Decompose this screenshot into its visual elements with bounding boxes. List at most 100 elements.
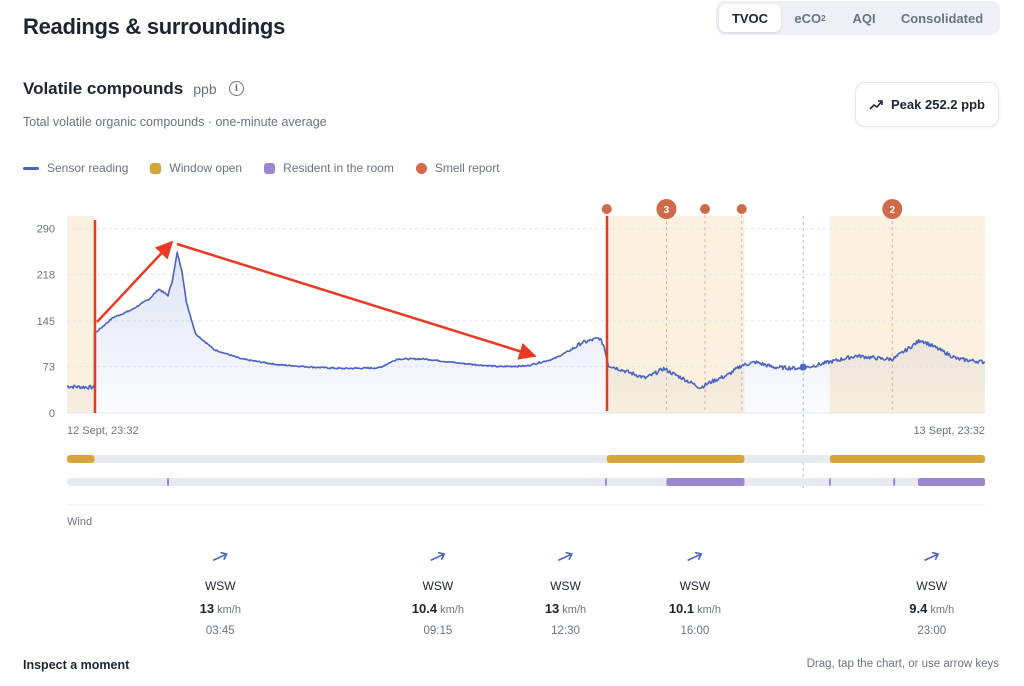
legend-sensor-reading[interactable]: Sensor reading [23, 161, 128, 175]
inspect-hint: Drag, tap the chart, or use arrow keys [806, 658, 999, 670]
wind-speed-value: 13 [545, 601, 559, 616]
sensor-area [67, 252, 985, 413]
wind-direction: WSW [680, 579, 711, 593]
wind-speed-unit: km/h [440, 604, 464, 616]
x-start-label: 12 Sept, 23:32 [67, 425, 139, 437]
wind-arrow-head [931, 551, 940, 561]
resident-segment [666, 478, 745, 486]
window-open-segment [67, 455, 95, 463]
wind-time: 03:45 [206, 625, 235, 637]
page-title: Readings & surroundings [23, 14, 286, 39]
window-open-segment [829, 455, 985, 463]
wind-speed-value: 10.4 [412, 601, 438, 616]
wind-arrow-icon [924, 551, 940, 562]
wind-direction: WSW [205, 579, 236, 593]
tab-consolidated[interactable]: Consolidated [900, 10, 984, 26]
wind-arrow-icon [430, 551, 446, 562]
wind-direction: WSW [550, 579, 581, 593]
legend-smell-report[interactable]: Smell report [415, 161, 500, 175]
section-title-text: Volatile compounds [23, 79, 184, 98]
wind-arrow-head [437, 551, 446, 561]
legend-label: Smell report [434, 161, 500, 175]
tab-aqi[interactable]: AQI [852, 10, 876, 26]
sensor-line [66, 251, 985, 390]
resident-segment [917, 478, 985, 486]
tvoc-chart[interactable]: 0 73 145 218 290 3 2 12 Sept, 23:32 13 Sept, 23:… [0, 195, 1024, 650]
legend-window-open[interactable]: Window open [150, 161, 242, 175]
wind-direction: WSW [916, 579, 947, 593]
y-tick-label: 73 [43, 362, 55, 374]
wind-label: Wind [67, 516, 92, 528]
wind-arrow-head [565, 551, 573, 561]
y-tick-label: 0 [49, 408, 55, 420]
x-end-label: 13 Sept, 23:32 [913, 425, 985, 437]
window-open-segment [606, 455, 745, 463]
wind-speed: 9.4 km/h [909, 601, 954, 616]
tab-tvoc[interactable]: TVOC [719, 4, 781, 32]
wind-speed-value: 9.4 [909, 601, 928, 616]
inspect-heading: Inspect a moment [23, 658, 130, 672]
resident-segment [893, 478, 896, 486]
resident-track [67, 478, 985, 486]
legend-label: Sensor reading [47, 161, 129, 175]
cursor-point [799, 363, 807, 371]
peak-button[interactable]: Peak 252.2 ppb [855, 82, 999, 127]
smell-report-count: 3 [664, 205, 670, 216]
window-open-band [67, 216, 95, 413]
smell-report-dot [601, 204, 612, 214]
wind-direction: WSW [423, 579, 454, 593]
wind-arrow-shaft [924, 553, 939, 562]
y-tick-label: 145 [37, 316, 55, 328]
wind-speed-value: 10.1 [669, 601, 694, 616]
legend-box-swatch [264, 162, 276, 174]
resident-segment [828, 478, 831, 486]
wind-speed: 10.1 km/h [669, 601, 721, 616]
wind-speed: 10.4 km/h [412, 601, 464, 616]
wind-arrow-icon [212, 551, 228, 562]
wind-time: 23:00 [917, 625, 946, 637]
wind-arrow-icon [557, 551, 573, 562]
wind-arrow-shaft [430, 553, 445, 562]
metric-tabs: TVOC eCO 2 AQI Consolidated [716, 1, 1000, 35]
wind-speed-value: 13 [200, 601, 214, 616]
info-icon[interactable]: i [229, 81, 244, 96]
y-tick-label: 218 [37, 269, 55, 281]
tab-eco2-sub: 2 [821, 13, 826, 23]
wind-speed: 13 km/h [545, 601, 586, 616]
smell-report-count: 2 [890, 205, 896, 216]
section-title: Volatile compounds ppb [23, 79, 217, 99]
smell-report-cluster [656, 199, 677, 219]
legend-box-swatch [150, 162, 162, 174]
resident-segment [604, 478, 607, 486]
wind-arrow-shaft [557, 553, 573, 562]
smell-report-dot [700, 204, 711, 214]
wind-time: 12:30 [551, 625, 580, 637]
wind-arrow-head [220, 551, 228, 561]
wind-speed-unit: km/h [562, 604, 586, 616]
wind-arrow-icon [687, 551, 703, 562]
legend-resident[interactable]: Resident in the room [264, 161, 394, 175]
tab-eco2-label: eCO [794, 10, 822, 26]
wind-speed: 13 km/h [200, 601, 241, 616]
trend-up-icon [869, 99, 883, 110]
smell-report-dot [736, 204, 747, 214]
tab-eco2[interactable]: eCO 2 [781, 4, 839, 32]
wind-arrow-head [694, 551, 703, 561]
wind-arrow-shaft [212, 553, 227, 562]
wind-time: 09:15 [423, 625, 452, 637]
peak-label: Peak 252.2 ppb [891, 97, 985, 112]
unit-label: ppb [193, 81, 217, 97]
wind-speed-unit: km/h [930, 604, 954, 616]
chart-legend: Sensor reading Window open Resident in t… [23, 161, 522, 175]
section-subtitle: Total volatile organic compounds · one-m… [23, 115, 327, 129]
legend-line-swatch [23, 166, 39, 170]
annotation-arrow [96, 240, 174, 323]
wind-speed-unit: km/h [217, 604, 241, 616]
legend-label: Resident in the room [283, 161, 394, 175]
legend-dot-swatch [415, 162, 427, 174]
wind-time: 16:00 [681, 625, 710, 637]
legend-label: Window open [169, 161, 243, 175]
smell-report-cluster [882, 199, 903, 219]
annotation-arrow [176, 242, 537, 360]
resident-segment [167, 478, 170, 486]
